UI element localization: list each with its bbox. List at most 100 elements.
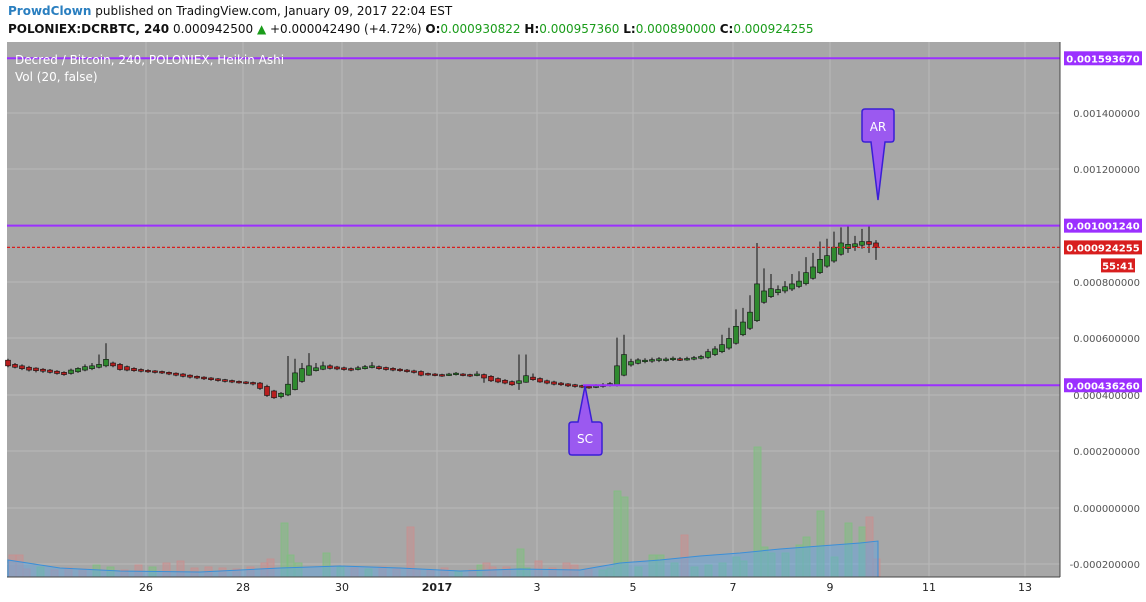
time-axis[interactable] bbox=[0, 577, 1060, 602]
candle-body bbox=[215, 378, 221, 381]
candle-body bbox=[775, 289, 781, 293]
candle-body bbox=[446, 373, 452, 376]
candle-body bbox=[642, 359, 648, 362]
candle-body bbox=[271, 390, 277, 399]
level-label-0: 0.001593670 bbox=[1066, 54, 1139, 65]
chart-legend: Decred / Bitcoin, 240, POLONIEX, Heikin … bbox=[15, 53, 284, 67]
candle-body bbox=[453, 372, 459, 375]
level-label-0-bg bbox=[1064, 51, 1142, 66]
candle-body bbox=[5, 359, 11, 367]
candle-body bbox=[516, 380, 522, 384]
candle-body bbox=[390, 368, 396, 371]
candle-body bbox=[852, 243, 858, 247]
level-label-2-bg bbox=[1064, 378, 1142, 393]
candle-body bbox=[362, 366, 368, 369]
y-tick-label: 0.001200000 bbox=[1073, 165, 1140, 176]
grid-lines bbox=[7, 42, 1060, 577]
candle-body bbox=[327, 365, 333, 369]
price-axis[interactable] bbox=[1060, 42, 1146, 602]
ar-callout-text: AR bbox=[870, 120, 887, 134]
y-tick-label: 0.000000000 bbox=[1073, 504, 1140, 515]
price-axis-ticks: 0.001400000 0.001200000 0.000800000 0.00060… bbox=[1070, 109, 1140, 571]
ar-callout-shape bbox=[861, 108, 895, 201]
price-chart[interactable]: 0.001400000 0.001200000 0.000800000 0.00060… bbox=[0, 42, 1146, 602]
candle-body bbox=[208, 377, 214, 380]
x-tick-label: 13 bbox=[1018, 581, 1032, 594]
x-tick-label: 28 bbox=[236, 581, 250, 594]
candle-body bbox=[40, 368, 46, 372]
level-lines bbox=[7, 57, 1060, 387]
candle-body bbox=[537, 378, 543, 383]
candle-body bbox=[502, 379, 508, 384]
candle-body bbox=[236, 381, 242, 384]
candle-body bbox=[397, 368, 403, 372]
candle-body bbox=[432, 373, 438, 376]
candle-body bbox=[369, 365, 375, 368]
candle-body bbox=[201, 376, 207, 380]
candle-body bbox=[628, 361, 634, 366]
candle-body bbox=[684, 358, 690, 361]
candle-body bbox=[635, 359, 641, 364]
countdown-bg bbox=[1101, 258, 1135, 273]
candle-body bbox=[257, 382, 263, 389]
publish-line: ProwdClown published on TradingView.com,… bbox=[8, 4, 452, 18]
close-label: C: bbox=[719, 22, 734, 36]
candle-body bbox=[712, 348, 718, 355]
candle-body bbox=[873, 242, 879, 248]
candle-body bbox=[47, 369, 53, 373]
candle-body bbox=[558, 382, 564, 386]
x-tick-label: 30 bbox=[335, 581, 349, 594]
header: ProwdClown published on TradingView.com,… bbox=[0, 0, 1146, 42]
current-price-label: 0.000924255 bbox=[1066, 243, 1139, 254]
candle-body bbox=[733, 325, 739, 344]
candle-body bbox=[131, 368, 137, 371]
candle-body bbox=[460, 373, 466, 376]
x-tick-label: 5 bbox=[630, 581, 637, 594]
candle-body bbox=[649, 359, 655, 362]
x-tick-label: 26 bbox=[139, 581, 153, 594]
candle-body bbox=[726, 338, 732, 349]
candle-body bbox=[817, 259, 823, 273]
candle-body bbox=[586, 386, 592, 389]
y-tick-label: 0.001400000 bbox=[1073, 109, 1140, 120]
level-label-2: 0.000436260 bbox=[1066, 381, 1139, 392]
candle-body bbox=[495, 378, 501, 383]
candle-body bbox=[138, 369, 144, 372]
candle-body bbox=[222, 379, 228, 382]
candle-body bbox=[117, 364, 123, 370]
candle-body bbox=[320, 365, 326, 370]
candle-body bbox=[824, 255, 830, 267]
high-value: 0.000957360 bbox=[539, 22, 620, 36]
x-tick-label: 11 bbox=[922, 581, 936, 594]
y-tick-label: 0.000800000 bbox=[1073, 278, 1140, 289]
candle-body bbox=[96, 364, 102, 368]
candle-body bbox=[299, 368, 305, 382]
author-link[interactable]: ProwdClown bbox=[8, 4, 92, 18]
candle-body bbox=[488, 375, 494, 382]
candle-body bbox=[187, 374, 193, 378]
candle-body bbox=[110, 362, 116, 367]
candle-body bbox=[180, 373, 186, 377]
y-tick-label: 0.000200000 bbox=[1073, 447, 1140, 458]
candle-body bbox=[33, 367, 39, 371]
candle-body bbox=[670, 357, 676, 361]
candle-body bbox=[572, 384, 578, 387]
candle-body bbox=[12, 364, 18, 368]
candle-body bbox=[677, 358, 683, 361]
candle-body bbox=[565, 383, 571, 387]
candle-body bbox=[124, 366, 130, 371]
candle-body bbox=[544, 380, 550, 384]
close-value: 0.000924255 bbox=[733, 22, 814, 36]
high-label: H: bbox=[524, 22, 540, 36]
candle-body bbox=[439, 374, 445, 377]
x-tick-label: 7 bbox=[730, 581, 737, 594]
candle-body bbox=[61, 372, 67, 375]
candle-body bbox=[306, 365, 312, 376]
open-value: 0.000930822 bbox=[440, 22, 521, 36]
sc-callout-text: SC bbox=[577, 432, 593, 446]
candle-body bbox=[796, 280, 802, 287]
candle-body bbox=[54, 370, 60, 374]
candle-body bbox=[768, 288, 774, 297]
candle-body bbox=[740, 321, 746, 336]
plot-area[interactable] bbox=[7, 42, 1060, 577]
